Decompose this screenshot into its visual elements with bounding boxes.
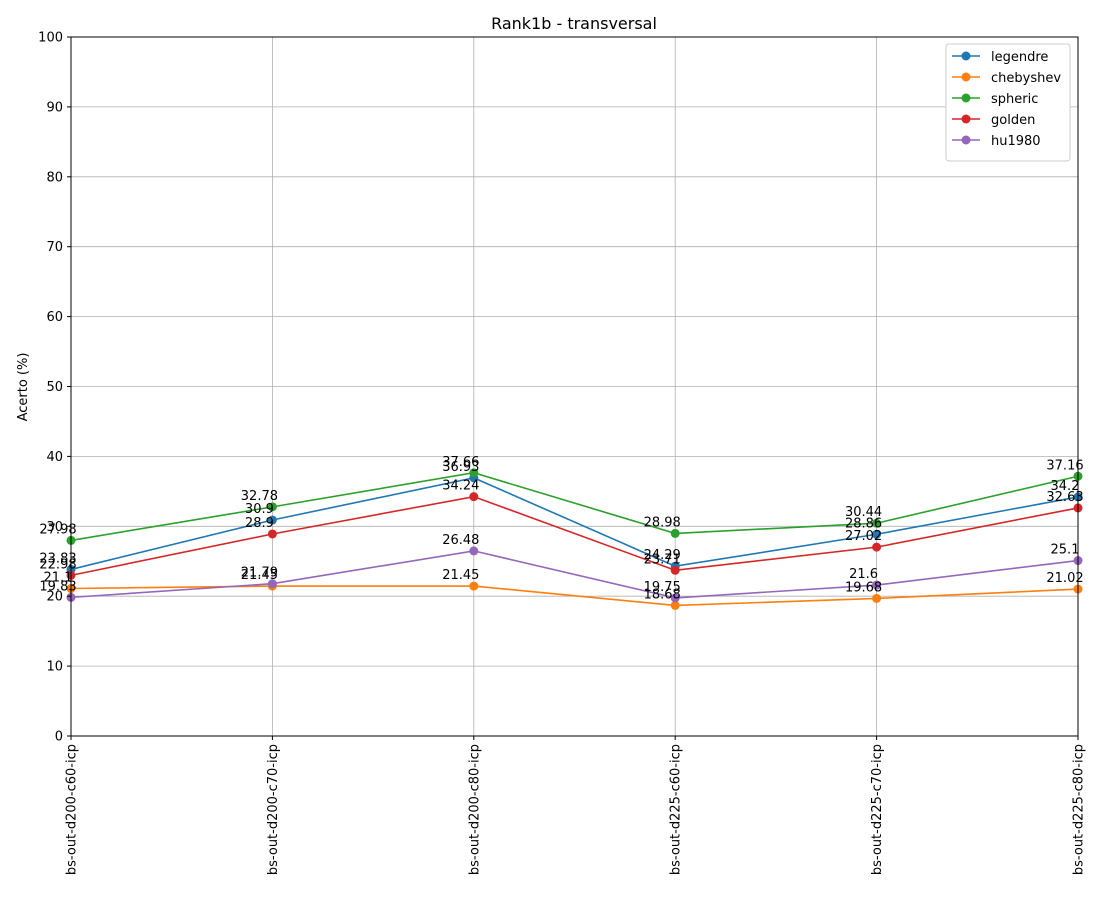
y-tick-label: 100 <box>38 31 63 46</box>
data-point-hu1980 <box>267 579 277 589</box>
data-point-spheric <box>469 468 479 478</box>
data-label: 34.24 <box>442 479 479 494</box>
x-tick-label: bs-out-d225-c70-icp <box>870 744 885 875</box>
data-point-hu1980 <box>670 593 680 603</box>
legend-label: golden <box>991 113 1035 128</box>
data-label: 28.86 <box>845 516 882 531</box>
legend-label: hu1980 <box>991 134 1041 149</box>
legend-marker <box>961 51 971 61</box>
legend-item-legendre: legendre <box>952 50 1048 65</box>
y-tick-label: 90 <box>46 100 63 115</box>
data-label: 23.71 <box>644 552 681 567</box>
legend-label: spheric <box>991 92 1038 107</box>
data-point-spheric <box>670 528 680 538</box>
x-tick-label: bs-out-d200-c70-icp <box>266 744 281 875</box>
legend-item-golden: golden <box>952 113 1035 128</box>
data-label: 21.1 <box>44 571 73 586</box>
data-label: 30.44 <box>845 505 882 520</box>
x-tick-label: bs-out-d200-c80-icp <box>467 744 482 875</box>
data-point-golden <box>267 529 277 539</box>
data-point-legendre <box>267 515 277 525</box>
legend-frame <box>945 43 1071 162</box>
data-label: 28.98 <box>644 515 681 530</box>
legend-marker <box>961 114 971 124</box>
legend: legendre chebyshev spheric golden hu1980 <box>945 43 1071 162</box>
series-line-legendre <box>70 477 1079 571</box>
data-label: 32.78 <box>241 489 278 504</box>
data-label: 21.02 <box>1046 571 1083 586</box>
data-label: 24.29 <box>644 548 681 563</box>
legend-marker <box>961 93 971 103</box>
y-tick-label: 30 <box>46 520 63 535</box>
legend-marker <box>961 72 971 82</box>
data-label: 21.45 <box>442 568 479 583</box>
data-label: 37.66 <box>442 455 479 470</box>
legend-item-chebyshev: chebyshev <box>952 71 1061 86</box>
data-label: 19.68 <box>845 580 882 595</box>
series-hu1980 <box>66 546 1083 603</box>
legend-label: legendre <box>991 50 1048 65</box>
series-line-spheric <box>70 471 1079 542</box>
series-golden <box>66 492 1083 580</box>
data-point-hu1980 <box>872 580 882 590</box>
data-point-chebyshev <box>469 581 479 591</box>
series-legendre <box>66 473 1083 574</box>
y-tick-label: 20 <box>46 590 63 605</box>
series-spheric <box>66 468 1083 545</box>
series-line-hu1980 <box>70 550 1079 599</box>
x-tick-label: bs-out-d225-c80-icp <box>1072 744 1087 875</box>
data-label: 19.83 <box>39 579 76 594</box>
series-lines <box>66 468 1083 610</box>
data-label: 30.9 <box>245 502 274 517</box>
data-point-chebyshev <box>670 600 680 610</box>
data-label: 37.16 <box>1046 458 1083 473</box>
y-tick-label: 10 <box>46 660 63 675</box>
x-tick-label: bs-out-d200-c60-icp <box>65 744 80 875</box>
legend-label: chebyshev <box>991 71 1061 86</box>
data-point-hu1980 <box>469 546 479 556</box>
data-label: 27.02 <box>845 529 882 544</box>
data-label: 36.93 <box>442 460 479 475</box>
legend-marker <box>961 135 971 145</box>
axes: 0 10 20 30 40 50 60 70 80 90 100 bs-out-d200-c60-ic… <box>38 31 1086 876</box>
y-tick-label: 70 <box>46 240 63 255</box>
data-label: 23.83 <box>39 551 76 566</box>
data-label: 34.2 <box>1051 479 1080 494</box>
data-label: 32.63 <box>1046 490 1083 505</box>
data-point-spheric <box>267 502 277 512</box>
x-tick-label: bs-out-d225-c60-icp <box>669 744 684 875</box>
data-label: 19.75 <box>644 580 681 595</box>
y-tick-label: 40 <box>46 450 63 465</box>
y-tick-label: 0 <box>55 730 63 745</box>
grid-lines <box>70 36 1079 737</box>
series-chebyshev <box>66 581 1083 610</box>
data-point-golden <box>670 565 680 575</box>
series-line-golden <box>70 495 1079 577</box>
data-label: 21.6 <box>849 567 878 582</box>
legend-item-hu1980: hu1980 <box>952 134 1041 149</box>
data-label: 26.48 <box>442 533 479 548</box>
legend-item-spheric: spheric <box>952 92 1038 107</box>
data-label: 18.68 <box>644 587 681 602</box>
y-tick-label: 60 <box>46 310 63 325</box>
y-tick-label: 50 <box>46 380 63 395</box>
data-point-golden <box>469 492 479 502</box>
data-label: 28.9 <box>245 516 274 531</box>
data-label: 25.1 <box>1051 543 1080 558</box>
data-point-chebyshev <box>872 593 882 603</box>
chart-title: Rank1b - transversal <box>491 14 657 33</box>
data-label: 21.79 <box>241 566 278 581</box>
data-point-legendre <box>872 529 882 539</box>
data-label: 21.45 <box>241 568 278 583</box>
data-point-spheric <box>872 518 882 528</box>
y-axis-label: Acerto (%) <box>16 353 31 422</box>
data-label: 22.98 <box>39 557 76 572</box>
series-line-chebyshev <box>70 585 1079 607</box>
y-tick-label: 80 <box>46 170 63 185</box>
data-point-golden <box>872 542 882 552</box>
